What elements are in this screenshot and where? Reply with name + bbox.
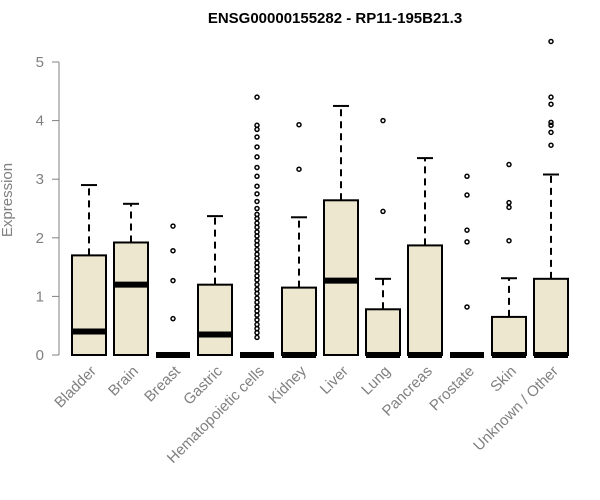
outlier-point <box>254 295 260 301</box>
y-axis: 0 1 2 3 4 5 <box>36 54 60 364</box>
x-tick-label: Lung <box>358 363 394 399</box>
y-axis-label: Expression <box>0 163 16 237</box>
iqr-box <box>407 244 443 356</box>
x-tick-label: Brain <box>105 363 142 400</box>
outlier-point <box>254 281 260 288</box>
outlier-point <box>506 199 512 206</box>
outlier-point <box>254 198 260 205</box>
box-series <box>71 38 569 358</box>
outlier-point <box>254 237 260 244</box>
outlier-point <box>254 164 260 171</box>
outlier-point <box>254 205 260 212</box>
x-tick-label: Skin <box>487 363 520 396</box>
outlier-point <box>548 94 554 100</box>
outlier-point <box>548 122 554 129</box>
outlier-point <box>464 192 470 198</box>
iqr-box <box>365 308 401 356</box>
y-tick-label: 1 <box>36 288 44 305</box>
outlier-point <box>506 161 512 168</box>
x-tick-label: Prostate <box>426 363 478 415</box>
outlier-point <box>254 260 260 266</box>
box-liver <box>323 104 359 356</box>
y-tick-label: 4 <box>36 113 44 130</box>
outlier-point <box>254 220 260 226</box>
outlier-point <box>170 223 176 229</box>
iqr-box <box>113 241 149 357</box>
box-lung <box>365 117 401 358</box>
y-tick-label: 0 <box>36 347 44 364</box>
box-brain <box>113 202 149 357</box>
y-tick-label: 3 <box>36 171 44 188</box>
outlier-point <box>506 237 512 244</box>
outlier-point <box>254 251 260 257</box>
outlier-point <box>254 154 260 160</box>
outlier-point <box>548 119 554 126</box>
box-pancreas <box>407 157 443 358</box>
outlier-point <box>254 173 260 180</box>
outlier-point <box>548 38 554 45</box>
outlier-point <box>254 321 260 328</box>
box-skin <box>491 161 527 358</box>
outlier-point <box>548 101 554 107</box>
box-bladder <box>71 184 107 357</box>
outlier-point <box>380 117 386 124</box>
y-tick-label: 2 <box>36 230 44 247</box>
outlier-point <box>296 166 302 172</box>
x-tick-label: Kidney <box>265 362 310 407</box>
outlier-point <box>254 122 260 129</box>
outlier-point <box>254 229 260 235</box>
iqr-box <box>71 254 107 357</box>
outlier-point <box>254 273 260 279</box>
outlier-point <box>254 134 260 140</box>
outlier-point <box>464 173 470 180</box>
iqr-box <box>491 315 527 357</box>
outlier-point <box>254 286 260 293</box>
outlier-point <box>464 227 470 233</box>
outlier-point <box>170 277 176 284</box>
box-kidney <box>281 121 317 358</box>
outlier-point <box>254 144 260 150</box>
chart-title: ENSG00000155282 - RP11-195B21.3 <box>208 10 462 27</box>
outlier-point <box>506 204 512 211</box>
box-breast <box>156 223 190 358</box>
outlier-point <box>254 94 260 100</box>
outlier-point <box>254 183 260 189</box>
y-tick-label: 5 <box>36 54 44 71</box>
outlier-point <box>464 239 470 245</box>
outlier-point <box>548 129 554 136</box>
outlier-point <box>254 317 260 323</box>
iqr-box <box>533 277 569 357</box>
box-gastric <box>197 215 233 356</box>
box-unknown-other <box>533 38 569 358</box>
iqr-box <box>197 283 233 356</box>
box-prostate <box>450 173 484 358</box>
iqr-box <box>281 286 317 356</box>
outlier-point <box>380 208 386 215</box>
x-tick-label: Breast <box>141 362 184 405</box>
outlier-point <box>296 121 302 128</box>
outlier-point <box>254 211 260 218</box>
outlier-point <box>170 247 176 254</box>
outlier-point <box>548 142 554 148</box>
outlier-point <box>464 304 470 310</box>
x-tick-label: Liver <box>317 363 352 398</box>
outlier-point <box>254 246 260 253</box>
box-hematopoietic-cells <box>240 94 274 358</box>
outlier-point <box>170 315 176 322</box>
outlier-point <box>254 191 260 197</box>
outlier-point <box>254 334 260 341</box>
outlier-point <box>254 304 260 310</box>
x-tick-label: Bladder <box>51 363 100 412</box>
